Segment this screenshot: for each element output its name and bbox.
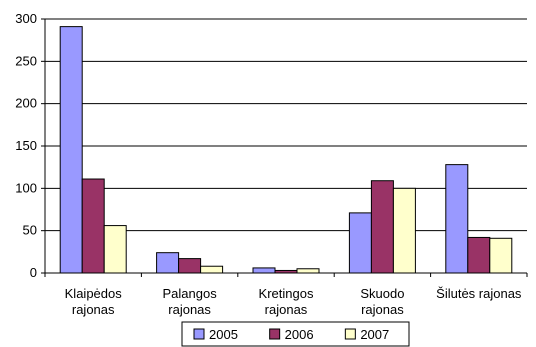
x-category-label: rajonas — [72, 302, 115, 317]
y-tick-label: 200 — [15, 96, 37, 111]
legend-label-2006: 2006 — [285, 327, 314, 342]
bar-2007-3 — [392, 187, 416, 274]
x-category-label: rajonas — [361, 302, 404, 317]
legend-box — [181, 321, 410, 347]
bar-2006-0 — [81, 178, 105, 274]
y-tick-label: 0 — [30, 265, 37, 280]
x-category-label: rajonas — [168, 302, 211, 317]
bar-2005-2 — [252, 267, 276, 274]
bar-2005-3 — [348, 212, 372, 274]
x-category-label: Palangos — [162, 286, 217, 301]
y-tick-label: 150 — [15, 138, 37, 153]
bar-2006-2 — [274, 269, 298, 274]
bar-2006-1 — [178, 258, 202, 274]
bar-2007-4 — [489, 237, 513, 274]
x-category-label: Skuodo — [360, 286, 404, 301]
legend-swatch-2005 — [193, 328, 205, 340]
x-category-label: rajonas — [265, 302, 308, 317]
bar-2007-2 — [296, 268, 320, 274]
y-tick-label: 50 — [23, 223, 37, 238]
y-tick-label: 100 — [15, 180, 37, 195]
legend: 2005 2006 2007 — [181, 321, 410, 347]
x-category-label: Kretingos — [259, 286, 314, 301]
legend-swatch-2006 — [269, 328, 281, 340]
legend-label-2007: 2007 — [360, 327, 389, 342]
bar-2005-4 — [445, 164, 469, 274]
legend-label-2005: 2005 — [209, 327, 238, 342]
bar-2005-0 — [59, 26, 83, 274]
bar-2005-1 — [156, 252, 180, 274]
bar-2006-4 — [467, 236, 491, 274]
bar-2006-3 — [370, 180, 394, 274]
bar-2007-0 — [103, 225, 127, 274]
legend-swatch-2007 — [344, 328, 356, 340]
x-category-label: Klaipėdos — [65, 286, 123, 301]
x-category-label: Šilutės rajonas — [436, 286, 522, 301]
y-tick-label: 250 — [15, 53, 37, 68]
y-tick-label: 300 — [15, 11, 37, 26]
bar-2007-1 — [200, 265, 224, 274]
